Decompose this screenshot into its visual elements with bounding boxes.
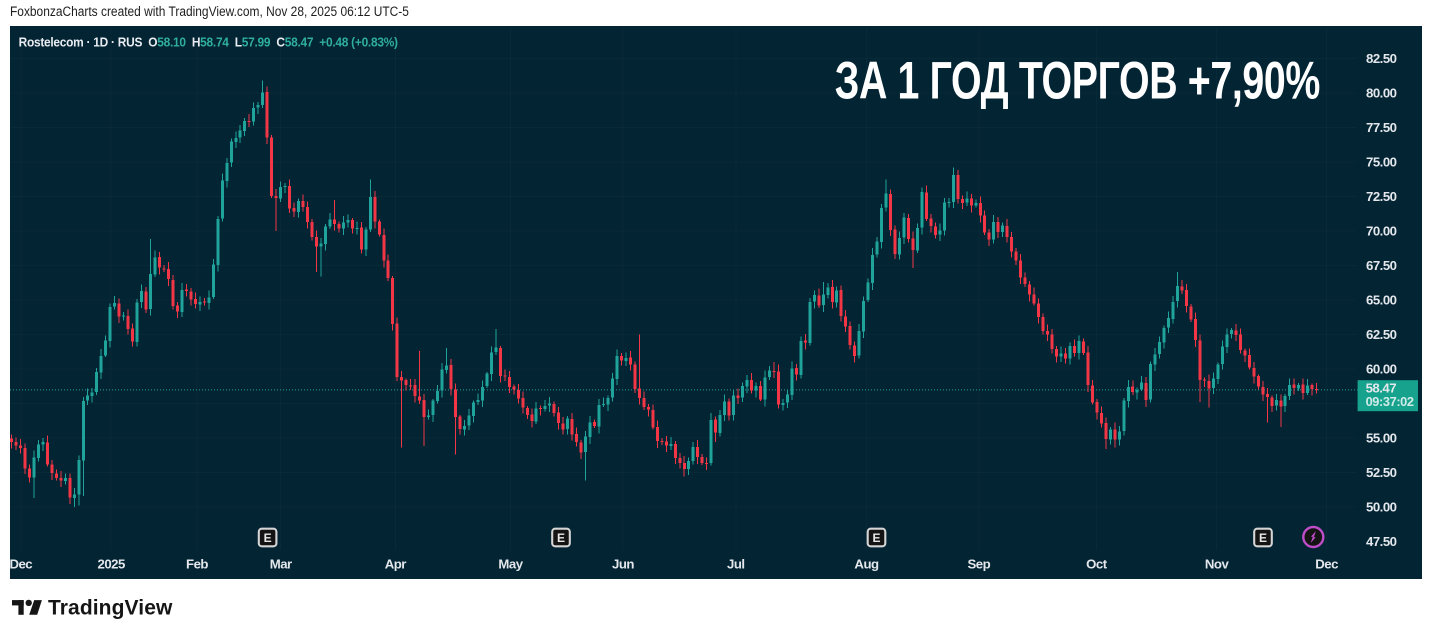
svg-text:47.50: 47.50 <box>1366 534 1397 549</box>
svg-text:72.50: 72.50 <box>1366 189 1397 204</box>
svg-text:Jun: Jun <box>612 557 634 572</box>
svg-text:E: E <box>1259 531 1267 545</box>
svg-text:52.50: 52.50 <box>1366 465 1397 480</box>
svg-text:Nov: Nov <box>1205 557 1230 572</box>
svg-text:Rostelecom · 1D · RUS O58.10: Rostelecom · 1D · RUS O58.10 H58.74 L57.… <box>19 35 398 50</box>
svg-text:2025: 2025 <box>98 557 126 572</box>
svg-text:50.00: 50.00 <box>1366 499 1397 514</box>
svg-text:Sep: Sep <box>967 557 990 572</box>
svg-text:58.47: 58.47 <box>1366 381 1397 396</box>
svg-text:60.00: 60.00 <box>1366 361 1397 376</box>
svg-text:Mar: Mar <box>270 557 292 572</box>
svg-text:May: May <box>498 557 523 572</box>
svg-text:82.50: 82.50 <box>1366 51 1397 66</box>
svg-text:70.00: 70.00 <box>1366 223 1397 238</box>
svg-text:Feb: Feb <box>186 557 208 572</box>
svg-text:Dec: Dec <box>10 557 32 572</box>
svg-text:65.00: 65.00 <box>1366 292 1397 307</box>
svg-text:ЗА 1 ГОД ТОРГОВ +7,90%: ЗА 1 ГОД ТОРГОВ +7,90% <box>835 51 1320 110</box>
svg-text:80.00: 80.00 <box>1366 85 1397 100</box>
svg-text:77.50: 77.50 <box>1366 120 1397 135</box>
svg-text:Dec: Dec <box>1315 557 1338 572</box>
svg-text:09:37:02: 09:37:02 <box>1366 394 1414 409</box>
svg-text:55.00: 55.00 <box>1366 430 1397 445</box>
svg-text:Apr: Apr <box>385 557 407 572</box>
svg-text:Oct: Oct <box>1086 557 1108 572</box>
svg-text:75.00: 75.00 <box>1366 154 1397 169</box>
svg-text:E: E <box>264 531 272 545</box>
svg-text:TradingView: TradingView <box>48 597 173 620</box>
svg-text:Jul: Jul <box>727 557 745 572</box>
svg-text:Aug: Aug <box>854 557 879 572</box>
svg-text:E: E <box>557 531 565 545</box>
svg-text:E: E <box>872 531 880 545</box>
svg-text:67.50: 67.50 <box>1366 258 1397 273</box>
svg-text:62.50: 62.50 <box>1366 327 1397 342</box>
